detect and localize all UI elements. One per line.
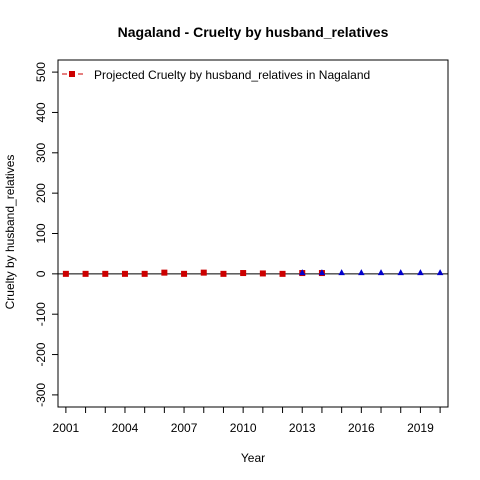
- chart-title: Nagaland - Cruelty by husband_relatives: [118, 24, 389, 40]
- y-tick-label: -200: [34, 342, 48, 366]
- y-axis-label: Cruelty by husband_relatives: [3, 155, 17, 310]
- data-point-square: [82, 270, 89, 277]
- y-tick-label: 100: [34, 223, 48, 243]
- data-point-triangle: [338, 269, 345, 276]
- x-tick-label: 2019: [407, 421, 434, 435]
- x-tick-label: 2001: [53, 421, 80, 435]
- x-tick-label: 2010: [230, 421, 257, 435]
- y-axis: -300 -200 -100 0 100 200 300 400 500: [34, 62, 58, 407]
- y-tick-label: 400: [34, 102, 48, 122]
- legend-label: Projected Cruelty by husband_relatives i…: [94, 68, 370, 82]
- data-point-triangle: [377, 269, 385, 276]
- data-point-square: [220, 270, 227, 277]
- data-point-square: [62, 270, 69, 277]
- data-point-triangle: [299, 269, 306, 276]
- data-point-square: [161, 269, 168, 276]
- legend: Projected Cruelty by husband_relatives i…: [62, 68, 370, 82]
- data-point-square: [259, 270, 266, 277]
- data-point-square: [141, 270, 148, 277]
- legend-marker: [69, 71, 75, 77]
- x-tick-label: 2013: [289, 421, 316, 435]
- x-tick-label: 2004: [112, 421, 139, 435]
- y-tick-label: -300: [34, 383, 48, 407]
- data-point-square: [200, 269, 207, 276]
- data-point-triangle: [397, 269, 404, 276]
- plot-frame: [57, 59, 449, 408]
- y-tick-label: 300: [34, 142, 48, 162]
- data-point-triangle: [318, 269, 326, 276]
- y-tick-label: 200: [34, 183, 48, 203]
- data-point-square: [279, 270, 286, 277]
- y-tick-label: -100: [34, 302, 48, 326]
- data-point-triangle: [358, 269, 365, 276]
- x-axis-label: Year: [241, 451, 265, 465]
- y-tick-label: 500: [34, 62, 48, 82]
- data-point-square: [181, 270, 188, 277]
- data-point-square: [102, 270, 109, 277]
- x-axis: 2001 2004 2007 2010 2013 2016 2019: [53, 407, 441, 435]
- data-point-triangle: [436, 269, 444, 276]
- y-tick-label: 0: [34, 270, 48, 277]
- data-point-square: [240, 270, 247, 277]
- x-tick-label: 2007: [171, 421, 198, 435]
- data-point-square: [121, 270, 128, 277]
- data-point-triangle: [417, 269, 424, 276]
- x-tick-label: 2016: [348, 421, 375, 435]
- data-marks: [62, 269, 444, 277]
